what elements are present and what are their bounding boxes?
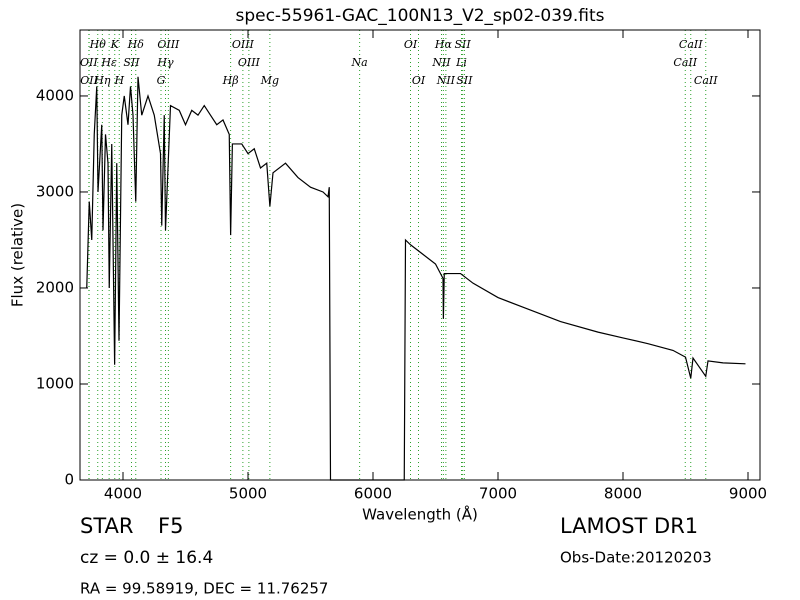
spectral-line-label: Hδ [127,38,145,51]
spectral-line-label: Na [351,56,368,69]
obs-date: Obs-Date:20120203 [560,549,712,567]
spectral-line-label: Hβ [222,74,239,87]
survey: LAMOST DR1 [560,514,698,538]
coordinates: RA = 99.58919, DEC = 11.76257 [80,580,328,598]
y-axis-label: Flux (relative) [9,203,27,307]
y-tick-label: 2000 [36,278,74,296]
spectral-line-label: NII [436,74,456,87]
spectral-line-label: OII [80,74,98,87]
spectral-line-label: Hα [434,38,453,51]
spectral-line-label: K [110,38,120,51]
spectral-line-label: OI [404,38,418,51]
spectral-line-label: CaII [673,56,697,69]
spectral-line-label: SII [123,56,140,69]
y-tick-label: 3000 [36,182,74,200]
x-tick-label: 8000 [604,485,642,503]
spectral-line-label: OI [412,74,426,87]
plot-frame [79,29,761,481]
spectral-line-label: Mg [260,74,279,87]
spectral-line-label: Hγ [156,56,174,69]
spectral-line-label: H [113,74,124,87]
spectrum-line [86,76,746,481]
x-tick-label: 5000 [229,485,267,503]
x-tick-label: 9000 [729,485,767,503]
y-tick-label: 4000 [36,86,74,104]
spectral-line-label: Hθ [89,38,107,51]
y-tick-label: 1000 [36,374,74,392]
spectral-line-label: NII [431,56,451,69]
spectral-line-label: SII [455,38,472,51]
object-class: STAR [80,514,133,538]
redshift: cz = 0.0 ± 16.4 [80,548,213,568]
x-axis-label: Wavelength (Å) [362,505,478,524]
spectral-line-label: Hε [100,56,117,69]
x-tick-label: 6000 [354,485,392,503]
subclass: F5 [158,514,183,538]
spectral-line-label: OIII [232,38,255,51]
spectral-line-label: Li [455,56,467,69]
spectral-line-label: Hη [93,74,111,87]
spectral-line-label: OIII [238,56,261,69]
x-tick-label: 7000 [479,485,517,503]
spectral-line-label: OIII [157,38,180,51]
spectral-line-label: CaII [694,74,718,87]
chart-title: spec-55961-GAC_100N13_V2_sp02-039.fits [235,6,604,26]
x-tick-label: 4000 [104,485,142,503]
spectral-line-label: G [157,74,166,87]
spectral-line-label: CaII [679,38,703,51]
spectral-line-label: SII [456,74,473,87]
y-tick-label: 0 [64,471,74,489]
